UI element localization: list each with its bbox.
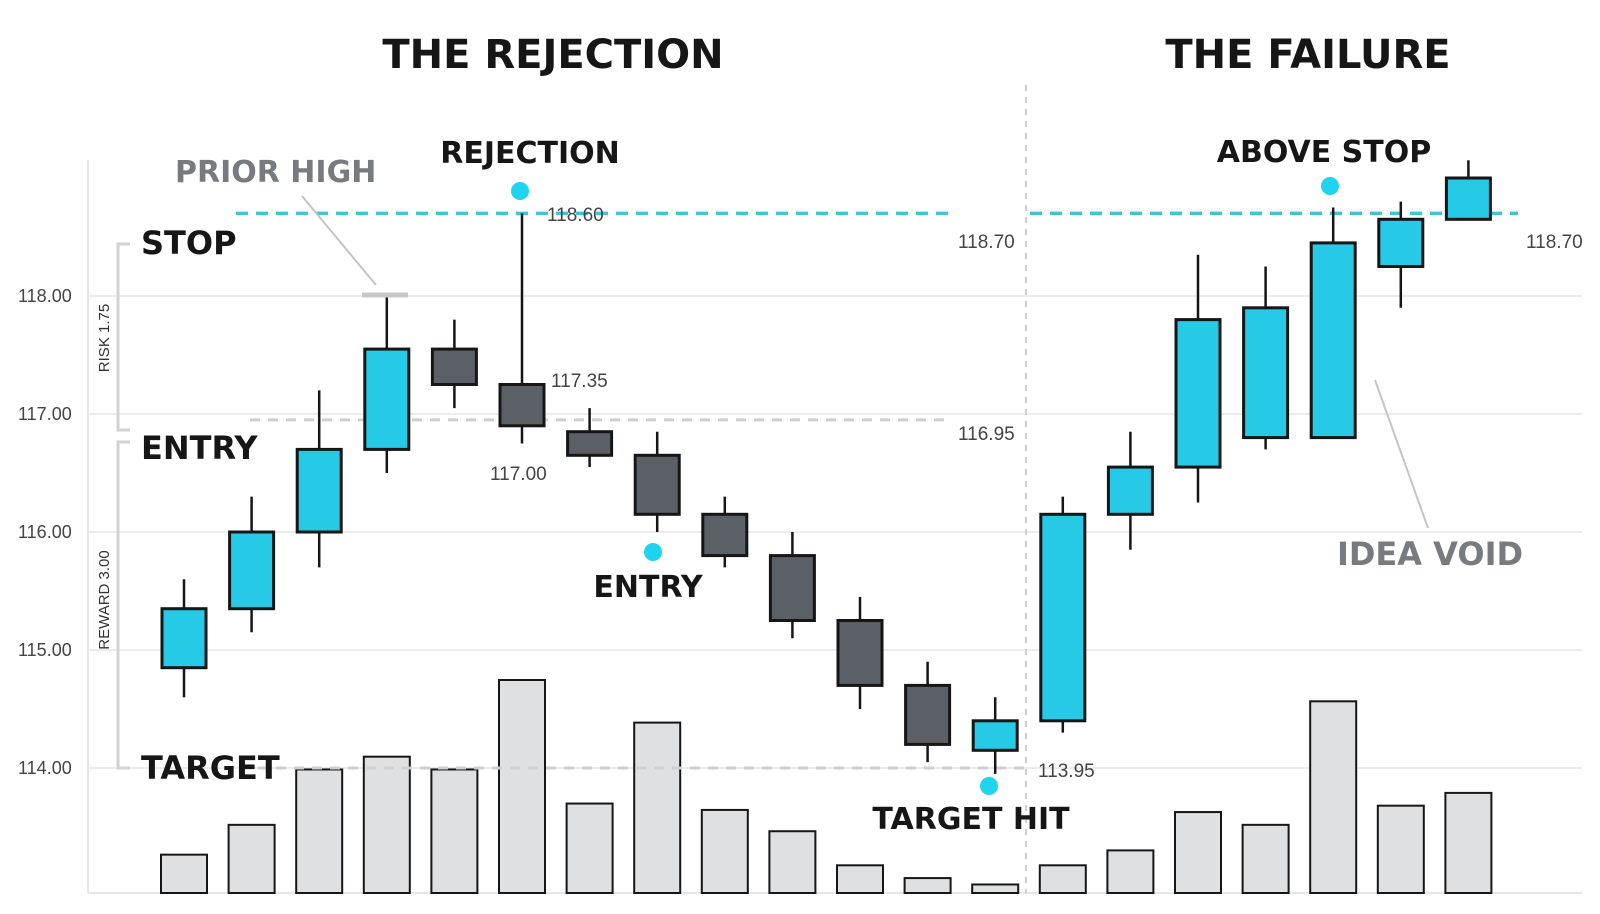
prior-high-label: PRIOR HIGH (175, 155, 376, 190)
candle-body-bearish (633, 453, 681, 516)
rejection-label: REJECTION (440, 136, 620, 171)
target-hit-label: TARGET HIT (872, 802, 1070, 837)
candle-body-bullish (160, 607, 208, 670)
y-tick-label: 114.00 (18, 758, 72, 778)
y-tick-label: 117.00 (18, 404, 72, 424)
volume-bar (971, 883, 1020, 894)
above-stop-marker (1321, 177, 1339, 195)
volume-bar (1309, 700, 1358, 894)
candle-body-bullish (1242, 306, 1290, 440)
candle-layer (160, 160, 1492, 774)
candle-body-bullish (1174, 318, 1222, 469)
volume-bar (1038, 864, 1087, 894)
annotation-layer: THE REJECTION THE FAILURE STOP ENTRY TAR… (96, 32, 1583, 837)
candle-body-bearish (836, 619, 884, 687)
volume-bar (498, 679, 546, 894)
stop-label: STOP (141, 224, 237, 262)
candle-body-bullish (295, 447, 343, 534)
volume-bar (1106, 849, 1155, 895)
candle-body-bullish (228, 530, 276, 611)
volume-bar (362, 755, 411, 894)
candle-body-bearish (904, 683, 952, 746)
entry-marker-label: ENTRY (593, 570, 704, 605)
volume-bar (700, 808, 749, 894)
candle-body-bullish (1309, 241, 1357, 440)
stop-price-right: 118.70 (1526, 232, 1583, 253)
volume-bar (1241, 823, 1290, 895)
volume-bar (1174, 811, 1222, 894)
stop-price-left: 118.70 (958, 232, 1015, 253)
candle-body-bearish (430, 347, 478, 387)
prior-high-pointer (301, 195, 377, 286)
volume-bar (295, 768, 344, 895)
volume-bar (565, 802, 614, 894)
candle-body-bullish (1377, 217, 1425, 269)
candle-body-bullish (971, 719, 1019, 752)
volume-bar (1444, 791, 1493, 895)
candle-body-bearish (498, 383, 546, 428)
candle-body-bearish (566, 430, 614, 457)
volume-bar (768, 830, 817, 894)
idea-void-label: IDEA VOID (1337, 535, 1523, 573)
volume-bar (633, 721, 682, 894)
volume-bar (227, 823, 276, 895)
entry-label: ENTRY (141, 429, 258, 467)
candle-body-bearish (701, 512, 749, 558)
volume-bar (430, 768, 479, 895)
target-label: TARGET (141, 749, 280, 787)
reward-bracket (116, 440, 130, 770)
volume-bar (903, 877, 952, 895)
candle-body-bullish (363, 347, 411, 451)
risk-label: RISK 1.75 (96, 304, 113, 372)
title-failure: THE FAILURE (1165, 32, 1450, 78)
volume-layer (160, 679, 1493, 895)
entry-marker (644, 543, 662, 561)
idea-void-pointer (1374, 379, 1429, 529)
y-tick-label: 116.00 (18, 522, 72, 542)
candle-body-bullish (1444, 176, 1492, 221)
volume-bar (1376, 804, 1425, 894)
y-tick-label: 118.00 (18, 286, 72, 306)
candle-body-bullish (1106, 465, 1154, 516)
target-price: 113.95 (1038, 761, 1095, 782)
above-stop-label: ABOVE STOP (1217, 135, 1432, 170)
y-tick-label: 115.00 (18, 640, 72, 660)
volume-bar (160, 853, 208, 894)
reward-label: REWARD 3.00 (96, 550, 113, 649)
rejection-open-price: 117.35 (551, 371, 608, 392)
entry-price: 116.95 (958, 424, 1015, 445)
rejection-marker (511, 182, 529, 200)
risk-bracket (116, 242, 130, 432)
rejection-high-price: 118.60 (547, 205, 604, 226)
candle-body-bullish (1039, 512, 1087, 723)
title-rejection: THE REJECTION (382, 32, 723, 78)
volume-bar (836, 864, 884, 894)
rejection-close-price: 117.00 (490, 464, 547, 485)
candle-body-bearish (768, 554, 816, 622)
target-hit-marker (980, 777, 998, 795)
